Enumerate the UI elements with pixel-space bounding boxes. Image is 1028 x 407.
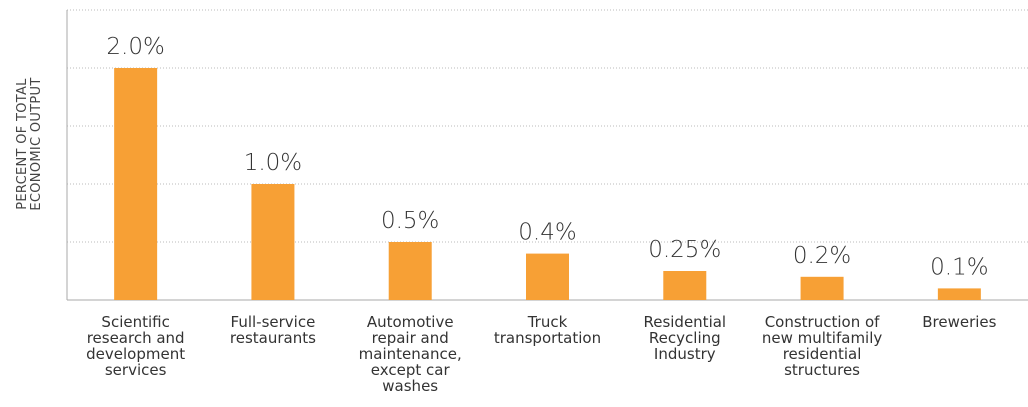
bar: [800, 276, 844, 300]
x-tick-label: Construction of new multifamily resident…: [761, 313, 883, 379]
x-tick-label: Residential Recycling Industry: [643, 313, 727, 363]
x-tick-label: Breweries: [922, 313, 997, 331]
value-label: 0.25%: [648, 237, 721, 263]
x-tick-label: Automotive repair and maintenance, excep…: [358, 313, 462, 395]
value-label: 0.5%: [381, 208, 439, 234]
x-tick-label: Full-service restaurants: [229, 313, 316, 347]
value-label: 1.0%: [244, 150, 302, 176]
bar: [114, 68, 158, 300]
value-label: 2.0%: [106, 34, 164, 60]
value-label: 0.2%: [793, 243, 851, 269]
x-tick-label: Truck transportation: [493, 313, 602, 347]
bar: [937, 288, 981, 300]
bar: [388, 242, 432, 300]
value-label: 0.4%: [518, 220, 576, 246]
y-axis-label: PERCENT OF TOTAL ECONOMIC OUTPUT: [15, 77, 44, 211]
bar: [251, 184, 295, 300]
value-label: 0.1%: [930, 254, 988, 280]
bar: [526, 253, 569, 300]
x-tick-label: Scientific research and development serv…: [86, 313, 186, 379]
bar: [663, 271, 707, 300]
